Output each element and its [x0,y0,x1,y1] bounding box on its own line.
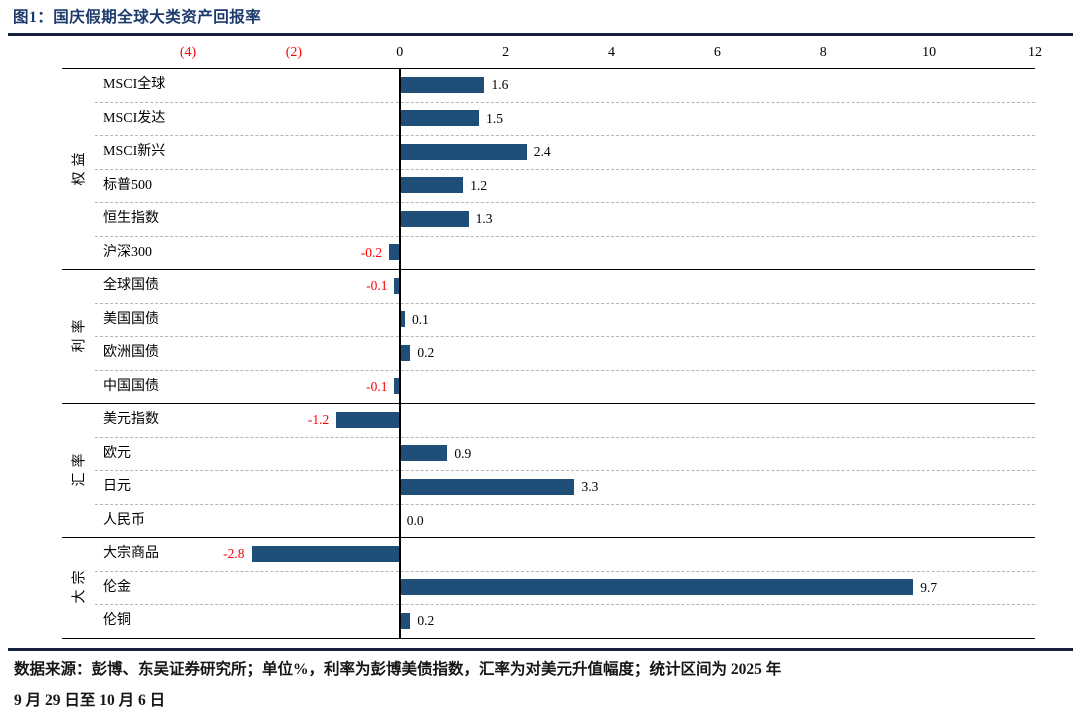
row-gridline [95,570,1035,572]
row-gridline [95,604,1035,605]
bar [399,143,527,160]
category-group-label-text: 权益 [72,147,88,185]
bar [394,378,400,395]
row-gridline [95,336,1035,337]
bar [399,110,480,127]
source-note-line1: 数据来源：彭博、东吴证券研究所；单位%，利率为彭博美债指数，汇率为对美元升值幅度… [14,661,782,678]
asset-label: 伦金 [103,579,131,595]
bar-value-label: -1.2 [307,412,330,427]
bar-value-label: 0.9 [454,445,472,461]
bottom-rule [8,648,1073,651]
row-gridline [95,235,1035,237]
bar-value-label: 2.4 [533,144,551,159]
x-axis-tick-label: 4 [608,45,615,60]
bar [399,478,575,495]
source-note: 数据来源：彭博、东吴证券研究所；单位%，利率为彭博美债指数，汇率为对美元升值幅度… [14,654,1070,716]
asset-label: 伦铜 [103,613,131,628]
bar-value-label: 3.3 [581,479,599,494]
bar-value-label: 1.3 [475,211,493,226]
category-group-label-text: 大宗 [72,565,88,604]
x-axis-tick-label: (4) [179,45,197,60]
figure-title: 图1：国庆假期全球大类资产回报率 [13,9,262,26]
asset-label: 日元 [103,479,131,494]
group-separator-line [62,269,1035,270]
row-gridline [95,168,1035,170]
asset-label: 欧洲国债 [103,345,159,360]
top-rule [8,33,1073,36]
bar-value-label: 1.2 [470,177,488,193]
x-axis-tick-label: 10 [922,45,937,60]
bar-value-label: 0.0 [406,512,424,528]
asset-label: 欧元 [103,445,131,461]
asset-label: 人民币 [103,512,145,528]
category-group-label: 利率 [62,269,95,403]
bar-value-label: -0.2 [360,244,383,260]
bar-value-label: 0.2 [417,613,435,628]
bar-value-label: -2.8 [223,546,245,561]
bar-value-label: -0.1 [366,278,388,293]
x-axis-tick-label: 6 [713,45,721,60]
asset-label: 中国国债 [103,378,159,394]
asset-label: 美元指数 [103,412,159,427]
bar [394,277,400,294]
bar [336,411,400,428]
row-gridline [95,503,1035,505]
row-gridline [95,369,1035,371]
bar-value-label: 1.6 [491,77,509,92]
asset-label: 全球国债 [103,278,159,293]
bar [389,244,400,261]
bar [399,445,448,462]
category-group-label: 权益 [62,68,95,269]
bar [399,612,411,629]
category-group-label: 大宗 [62,537,95,638]
x-axis-tick-label: 12 [1028,45,1042,60]
bar [399,76,485,93]
asset-label: MSCI发达 [103,110,166,126]
asset-label: MSCI全球 [103,77,166,92]
chart: (4) (2) 0 2 4 6 8 10 12 MSCI全球 1.6 MSCI发达 1.5 MSCI新兴 2… [62,45,1042,639]
category-group-label: 汇率 [62,403,95,537]
category-group-label-text: 利率 [72,314,88,353]
bar [399,210,469,227]
row-gridline [95,302,1035,304]
bar [251,545,400,562]
row-gridline [95,135,1035,136]
row-gridline [95,436,1035,438]
x-axis-tick-label: 2 [502,45,510,60]
x-axis-tick-label: (2) [285,45,303,60]
asset-label: 美国国债 [103,311,159,327]
group-separator-line [62,537,1035,538]
bar-value-label: 1.5 [486,110,504,126]
x-axis-tick-label: 0 [396,45,404,60]
plot-top-border [62,68,1035,69]
group-separator-line [62,637,1035,639]
bar-value-label: 0.2 [417,345,435,360]
bar-value-label: -0.1 [366,378,388,394]
asset-label: 标普500 [103,177,152,193]
bar-value-label: 0.1 [412,311,429,327]
bar [399,344,411,361]
asset-label: MSCI新兴 [103,144,166,159]
row-gridline [95,101,1035,103]
asset-label: 恒生指数 [103,211,159,226]
bar [399,579,914,596]
bar [399,177,464,194]
category-group-label-text: 汇率 [72,448,88,487]
bar-value-label: 9.7 [920,579,938,595]
asset-label: 大宗商品 [103,546,159,561]
group-separator-line [62,403,1035,404]
row-gridline [95,202,1035,203]
zero-axis-line [398,68,401,638]
asset-label: 沪深300 [103,244,152,260]
x-axis-tick-label: 8 [819,45,827,60]
bar [399,311,406,328]
source-note-line2: 9 月 29 日至 10 月 6 日 [14,692,166,709]
row-gridline [95,470,1035,471]
